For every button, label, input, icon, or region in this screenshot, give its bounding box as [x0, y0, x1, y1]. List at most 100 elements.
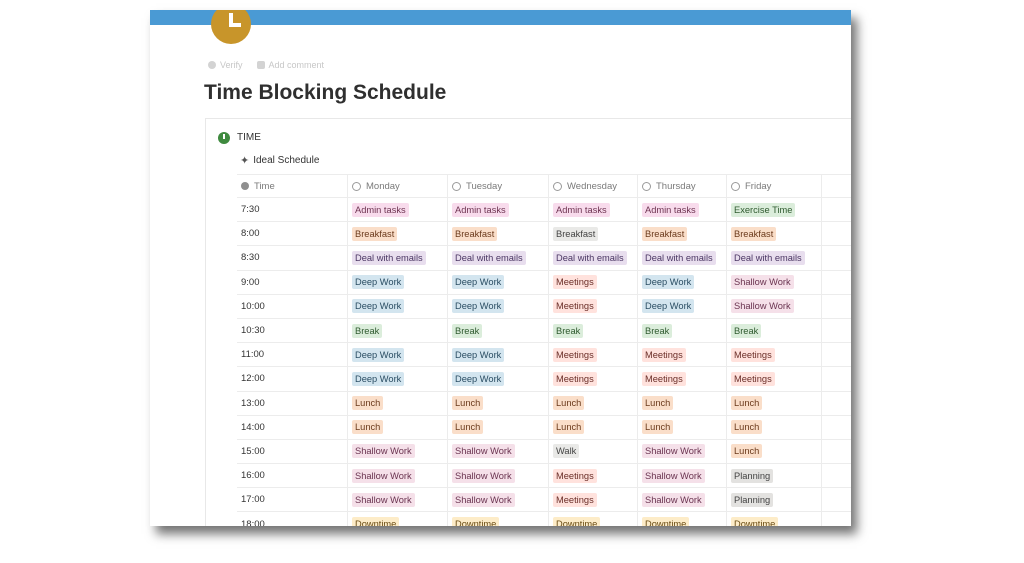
schedule-cell[interactable]: Deep Work	[348, 270, 448, 294]
schedule-cell[interactable]: Shallow Work	[348, 464, 448, 488]
schedule-cell[interactable]: Meetings	[549, 343, 638, 367]
schedule-cell[interactable]: Shallow Work	[348, 439, 448, 464]
schedule-cell[interactable]: Shallow Work	[638, 439, 727, 464]
time-cell[interactable]: 9:00	[237, 270, 348, 294]
schedule-cell[interactable]: Lunch	[638, 415, 727, 439]
time-cell[interactable]: 17:00	[237, 488, 348, 512]
table-row[interactable]: 11:00 Deep Work Deep Work Meetings Meetings M…	[237, 343, 851, 368]
schedule-cell[interactable]: Deep Work	[348, 294, 448, 318]
schedule-cell[interactable]: Break	[638, 318, 727, 343]
time-cell[interactable]: 14:00	[237, 415, 348, 439]
time-cell[interactable]: 16:00	[237, 464, 348, 488]
verify-button[interactable]: Verify	[208, 60, 243, 70]
schedule-cell[interactable]: Break	[448, 318, 549, 343]
table-row[interactable]: 16:00 Shallow Work Shallow Work Meetings Sha…	[237, 464, 851, 489]
schedule-cell[interactable]: Break	[727, 318, 822, 343]
schedule-cell[interactable]: Deep Work	[638, 270, 727, 294]
schedule-cell[interactable]: Deep Work	[448, 270, 549, 294]
column-header-monday[interactable]: Monday	[348, 175, 448, 197]
schedule-cell[interactable]: Shallow Work	[727, 294, 822, 318]
table-row[interactable]: 12:00 Deep Work Deep Work Meetings Meetings M…	[237, 367, 851, 392]
schedule-cell[interactable]: Deep Work	[638, 294, 727, 318]
time-cell[interactable]: 8:30	[237, 246, 348, 270]
time-cell[interactable]: 10:00	[237, 294, 348, 318]
column-header-tuesday[interactable]: Tuesday	[448, 175, 549, 197]
schedule-cell[interactable]: Break	[348, 318, 448, 343]
schedule-cell[interactable]: Breakfast	[549, 222, 638, 246]
view-tab-ideal-schedule[interactable]: ✦ Ideal Schedule	[240, 154, 319, 167]
schedule-cell[interactable]: Breakfast	[348, 222, 448, 246]
schedule-cell[interactable]: Meetings	[549, 367, 638, 391]
schedule-cell[interactable]: Lunch	[727, 439, 822, 464]
schedule-cell[interactable]: Lunch	[348, 391, 448, 415]
schedule-cell[interactable]: Breakfast	[638, 222, 727, 246]
table-row[interactable]: 10:30 Break Break Break Break Break	[237, 318, 851, 344]
schedule-cell[interactable]: Downtime	[448, 512, 549, 526]
schedule-cell[interactable]: Shallow Work	[448, 464, 549, 488]
schedule-cell[interactable]: Shallow Work	[638, 488, 727, 512]
section-label[interactable]: TIME	[237, 132, 261, 143]
schedule-cell[interactable]: Deep Work	[348, 343, 448, 367]
add-column-area[interactable]	[822, 175, 851, 197]
schedule-cell[interactable]: Meetings	[638, 367, 727, 391]
schedule-cell[interactable]: Deep Work	[448, 367, 549, 391]
table-row[interactable]: 14:00 Lunch Lunch Lunch Lunch Lunch	[237, 415, 851, 440]
time-cell[interactable]: 7:30	[237, 198, 348, 222]
table-row[interactable]: 7:30 Admin tasks Admin tasks Admin tasks Adm…	[237, 198, 851, 223]
schedule-cell[interactable]: Shallow Work	[448, 439, 549, 464]
time-cell[interactable]: 18:00	[237, 512, 348, 526]
schedule-cell[interactable]: Lunch	[448, 391, 549, 415]
schedule-cell[interactable]: Lunch	[727, 415, 822, 439]
schedule-cell[interactable]: Admin tasks	[549, 198, 638, 222]
schedule-cell[interactable]: Shallow Work	[448, 488, 549, 512]
schedule-cell[interactable]: Shallow Work	[638, 464, 727, 488]
schedule-cell[interactable]: Planning	[727, 488, 822, 512]
column-header-friday[interactable]: Friday	[727, 175, 822, 197]
schedule-cell[interactable]: Meetings	[727, 343, 822, 367]
schedule-cell[interactable]: Deep Work	[348, 367, 448, 391]
clock-icon[interactable]	[211, 10, 251, 44]
column-header-wednesday[interactable]: Wednesday	[549, 175, 638, 197]
time-cell[interactable]: 11:00	[237, 343, 348, 367]
add-comment-button[interactable]: Add comment	[256, 60, 324, 70]
column-header-thursday[interactable]: Thursday	[638, 175, 727, 197]
schedule-cell[interactable]: Admin tasks	[348, 198, 448, 222]
schedule-cell[interactable]: Meetings	[638, 343, 727, 367]
schedule-cell[interactable]: Downtime	[727, 512, 822, 526]
schedule-cell[interactable]: Lunch	[549, 391, 638, 415]
table-row[interactable]: 15:00 Shallow Work Shallow Work Walk Shallow…	[237, 439, 851, 465]
schedule-cell[interactable]: Downtime	[549, 512, 638, 526]
schedule-cell[interactable]: Downtime	[348, 512, 448, 526]
schedule-cell[interactable]: Deep Work	[448, 294, 549, 318]
schedule-cell[interactable]: Exercise Time	[727, 198, 822, 222]
table-row[interactable]: 8:30 Deal with emails Deal with emails Deal…	[237, 246, 851, 271]
schedule-cell[interactable]: Deal with emails	[448, 246, 549, 270]
schedule-cell[interactable]: Meetings	[549, 464, 638, 488]
table-row[interactable]: 9:00 Deep Work Deep Work Meetings Deep Work S…	[237, 270, 851, 295]
time-cell[interactable]: 8:00	[237, 222, 348, 246]
table-row[interactable]: 10:00 Deep Work Deep Work Meetings Deep Work…	[237, 294, 851, 319]
schedule-cell[interactable]: Lunch	[549, 415, 638, 439]
schedule-cell[interactable]: Lunch	[638, 391, 727, 415]
time-cell[interactable]: 10:30	[237, 318, 348, 343]
column-header-time[interactable]: Time	[237, 175, 348, 197]
time-cell[interactable]: 13:00	[237, 391, 348, 415]
schedule-cell[interactable]: Breakfast	[727, 222, 822, 246]
schedule-cell[interactable]: Deal with emails	[549, 246, 638, 270]
schedule-cell[interactable]: Walk	[549, 439, 638, 464]
table-row[interactable]: 17:00 Shallow Work Shallow Work Meetings Sha…	[237, 488, 851, 513]
schedule-cell[interactable]: Break	[549, 318, 638, 343]
schedule-cell[interactable]: Admin tasks	[448, 198, 549, 222]
table-row[interactable]: 8:00 Breakfast Breakfast Breakfast Breakfast…	[237, 222, 851, 247]
schedule-cell[interactable]: Meetings	[727, 367, 822, 391]
time-cell[interactable]: 15:00	[237, 439, 348, 464]
schedule-cell[interactable]: Deal with emails	[348, 246, 448, 270]
schedule-cell[interactable]: Lunch	[348, 415, 448, 439]
schedule-cell[interactable]: Meetings	[549, 294, 638, 318]
schedule-cell[interactable]: Lunch	[727, 391, 822, 415]
schedule-cell[interactable]: Downtime	[638, 512, 727, 526]
time-cell[interactable]: 12:00	[237, 367, 348, 391]
schedule-cell[interactable]: Meetings	[549, 270, 638, 294]
schedule-cell[interactable]: Lunch	[448, 415, 549, 439]
schedule-cell[interactable]: Breakfast	[448, 222, 549, 246]
